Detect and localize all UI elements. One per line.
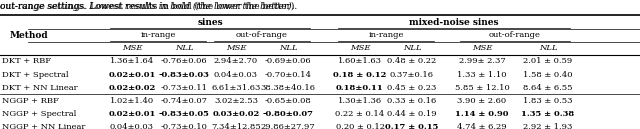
Text: 2.94±2.70: 2.94±2.70 — [214, 57, 258, 66]
Text: -0.69±0.06: -0.69±0.06 — [265, 57, 311, 66]
Text: 0.22 ± 0.14: 0.22 ± 0.14 — [335, 110, 385, 118]
Text: 0.44 ± 0.19: 0.44 ± 0.19 — [387, 110, 437, 118]
Text: 0.02±0.01: 0.02±0.01 — [108, 71, 156, 79]
Text: -0.73±0.11: -0.73±0.11 — [161, 84, 207, 92]
Text: 3.90 ± 2.60: 3.90 ± 2.60 — [458, 97, 507, 105]
Text: 1.36±1.64: 1.36±1.64 — [110, 57, 154, 66]
Text: NLL: NLL — [278, 44, 298, 52]
Text: 0.17 ± 0.15: 0.17 ± 0.15 — [385, 123, 438, 129]
Text: 0.02±0.02: 0.02±0.02 — [108, 84, 156, 92]
Text: 1.33 ± 1.10: 1.33 ± 1.10 — [457, 71, 507, 79]
Text: 2.99± 2.37: 2.99± 2.37 — [459, 57, 506, 66]
Text: 0.20 ± 0.12: 0.20 ± 0.12 — [335, 123, 385, 129]
Text: MSE: MSE — [349, 44, 371, 52]
Text: 1.83 ± 0.53: 1.83 ± 0.53 — [524, 97, 573, 105]
Text: MSE: MSE — [226, 44, 246, 52]
Text: -0.80±0.07: -0.80±0.07 — [262, 110, 314, 118]
Text: 1.58 ± 0.40: 1.58 ± 0.40 — [524, 71, 573, 79]
Text: sines: sines — [197, 18, 223, 27]
Text: -0.83±0.05: -0.83±0.05 — [159, 110, 209, 118]
Text: 1.35 ± 0.38: 1.35 ± 0.38 — [522, 110, 575, 118]
Text: NGGP + Spectral: NGGP + Spectral — [2, 110, 76, 118]
Text: out-range settings. Lowest results in bold (the lower the better).: out-range settings. Lowest results in bo… — [0, 2, 297, 11]
Text: out-range settings. Lowest results in bold (the lower the better).: out-range settings. Lowest results in bo… — [0, 2, 294, 11]
Text: NGGP + RBF: NGGP + RBF — [2, 97, 59, 105]
Text: 2.01 ± 0.59: 2.01 ± 0.59 — [524, 57, 573, 66]
Text: Method: Method — [10, 31, 48, 40]
Text: NLL: NLL — [403, 44, 421, 52]
Text: DKT + NN Linear: DKT + NN Linear — [2, 84, 77, 92]
Text: 0.37±0.16: 0.37±0.16 — [390, 71, 434, 79]
Text: 0.02±0.01: 0.02±0.01 — [108, 110, 156, 118]
Text: out-of-range: out-of-range — [489, 31, 541, 39]
Text: NLL: NLL — [175, 44, 193, 52]
Text: -0.83±0.03: -0.83±0.03 — [159, 71, 209, 79]
Text: MSE: MSE — [122, 44, 142, 52]
Text: in-range: in-range — [368, 31, 404, 39]
Text: -0.70±0.14: -0.70±0.14 — [264, 71, 312, 79]
Text: 0.04±0.03: 0.04±0.03 — [214, 71, 258, 79]
Text: 0.45 ± 0.23: 0.45 ± 0.23 — [387, 84, 436, 92]
Text: mixed-noise sines: mixed-noise sines — [409, 18, 499, 27]
Text: DKT + Spectral: DKT + Spectral — [2, 71, 68, 79]
Text: 0.03±0.02: 0.03±0.02 — [212, 110, 260, 118]
Text: 0.18±0.11: 0.18±0.11 — [336, 84, 384, 92]
Text: 0.48 ± 0.22: 0.48 ± 0.22 — [387, 57, 436, 66]
Text: 29.86±27.97: 29.86±27.97 — [260, 123, 316, 129]
Text: -0.74±0.07: -0.74±0.07 — [161, 97, 207, 105]
Text: MSE: MSE — [472, 44, 492, 52]
Text: 3.02±2.53: 3.02±2.53 — [214, 97, 258, 105]
Text: -0.73±0.10: -0.73±0.10 — [161, 123, 207, 129]
Text: 5.85 ± 12.10: 5.85 ± 12.10 — [454, 84, 509, 92]
Text: 7.34±12.85: 7.34±12.85 — [211, 123, 261, 129]
Text: 0.04±0.03: 0.04±0.03 — [110, 123, 154, 129]
Text: 38.38±40.16: 38.38±40.16 — [260, 84, 316, 92]
Text: NGGP + NN Linear: NGGP + NN Linear — [2, 123, 85, 129]
Text: NLL: NLL — [539, 44, 557, 52]
Text: 0.18 ± 0.12: 0.18 ± 0.12 — [333, 71, 387, 79]
Text: 2.92 ± 1.93: 2.92 ± 1.93 — [524, 123, 573, 129]
Text: 1.14 ± 0.90: 1.14 ± 0.90 — [455, 110, 509, 118]
Text: DKT + RBF: DKT + RBF — [2, 57, 51, 66]
Text: 8.64 ± 6.55: 8.64 ± 6.55 — [524, 84, 573, 92]
Text: 0.33 ± 0.16: 0.33 ± 0.16 — [387, 97, 436, 105]
Text: 1.60±1.63: 1.60±1.63 — [338, 57, 382, 66]
Text: 6.61±31.63: 6.61±31.63 — [211, 84, 260, 92]
Text: in-range: in-range — [140, 31, 176, 39]
Text: 4.74 ± 6.29: 4.74 ± 6.29 — [457, 123, 507, 129]
Text: 1.02±1.40: 1.02±1.40 — [110, 97, 154, 105]
Text: out-of-range: out-of-range — [236, 31, 288, 39]
Text: -0.65±0.08: -0.65±0.08 — [264, 97, 312, 105]
Text: 1.30±1.36: 1.30±1.36 — [338, 97, 382, 105]
Text: -0.76±0.06: -0.76±0.06 — [161, 57, 207, 66]
